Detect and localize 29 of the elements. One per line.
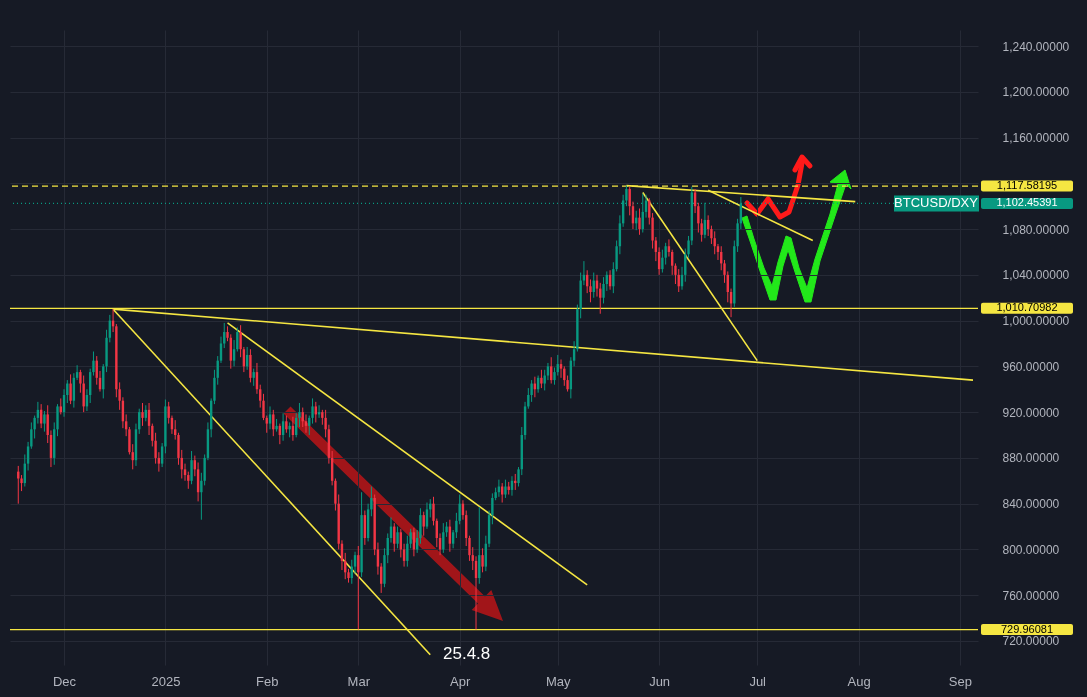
ref-line-label: 1,102.45391	[996, 196, 1058, 209]
ref-line-label: 729.96081	[1001, 622, 1053, 635]
x-tick-label: Jun	[649, 673, 671, 689]
y-tick-label: 1,160.00000	[1002, 131, 1070, 146]
ref-line-label: 1,010.70982	[996, 301, 1058, 314]
y-tick-label: 720.00000	[1002, 634, 1060, 649]
y-tick-label: 1,040.00000	[1002, 268, 1070, 283]
y-tick-label: 1,080.00000	[1002, 222, 1070, 237]
x-tick-label: Feb	[256, 673, 279, 689]
x-tick-label: Aug	[847, 673, 871, 689]
annotation: BTCUSD/DXY	[894, 195, 979, 211]
y-tick-label: 880.00000	[1002, 451, 1060, 466]
y-tick-label: 960.00000	[1002, 359, 1060, 374]
x-tick-label: Mar	[347, 673, 371, 689]
y-tick-label: 920.00000	[1002, 405, 1060, 420]
annotation: 25.4.8	[443, 644, 491, 663]
y-tick-label: 800.00000	[1002, 542, 1060, 557]
x-tick-label: Apr	[450, 673, 471, 689]
y-tick-label: 1,000.00000	[1002, 314, 1070, 329]
ref-line-label: 1,117.58195	[996, 179, 1058, 192]
x-tick-label: May	[545, 673, 572, 689]
x-tick-label: Jul	[749, 673, 767, 689]
y-tick-label: 1,240.00000	[1002, 39, 1070, 54]
x-tick-label: 2025	[151, 673, 181, 689]
y-tick-label: 840.00000	[1002, 497, 1060, 512]
y-tick-label: 760.00000	[1002, 588, 1060, 603]
x-tick-label: Sep	[948, 673, 972, 689]
x-tick-label: Dec	[52, 673, 77, 689]
y-tick-label: 1,200.00000	[1002, 85, 1070, 100]
